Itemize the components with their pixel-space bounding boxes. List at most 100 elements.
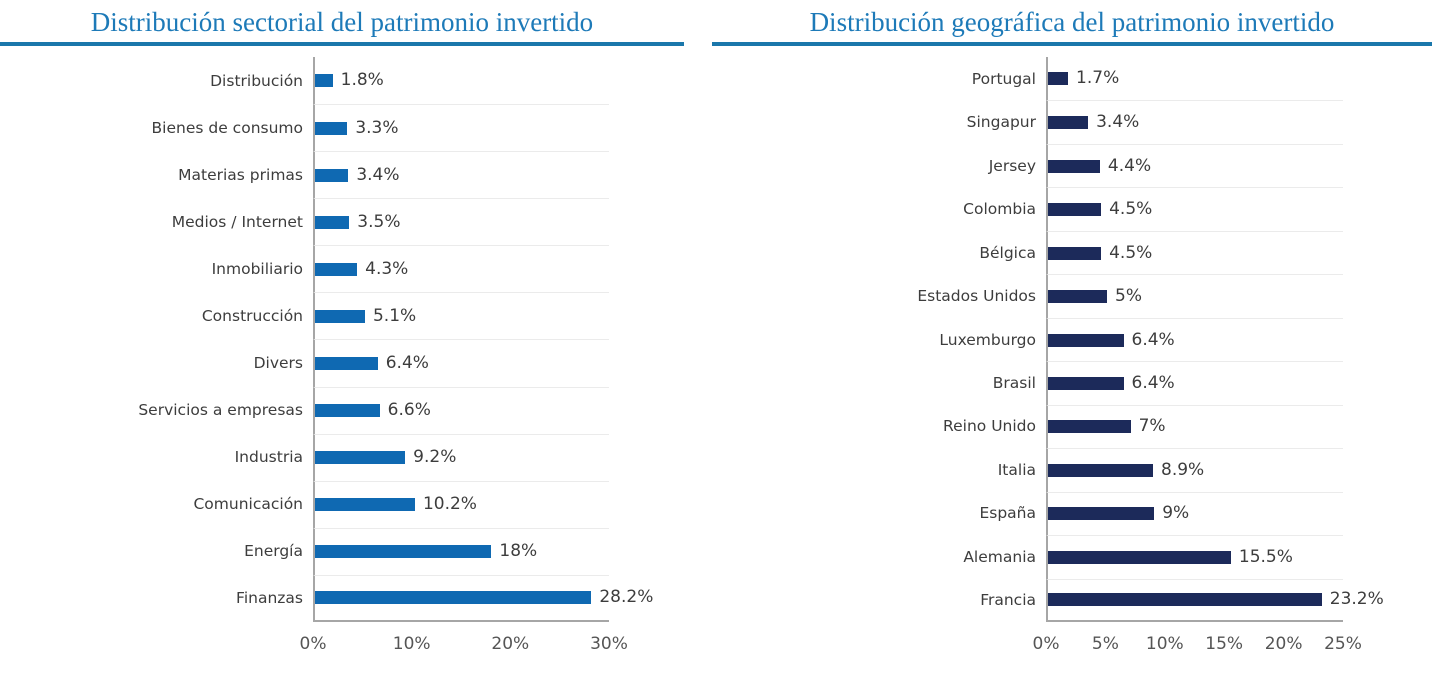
value-label: 23.2% [1329,589,1384,610]
bar [1048,290,1107,304]
chart-row: Industria 9.2% [0,433,609,481]
chart-row: Medios / Internet 3.5% [0,198,609,246]
bar [1048,420,1131,434]
bar [1048,203,1102,217]
chart-row: Reino Unido 7% [712,404,1343,449]
x-tick-label: 5% [1091,634,1119,654]
value-label: 5% [1115,286,1142,307]
bar-zone: 6.4% [1046,361,1343,405]
bar-zone: 28.2% [313,574,653,622]
bar [315,451,406,465]
value-label: 3.4% [1096,112,1140,133]
value-label: 3.3% [355,117,399,138]
value-label: 9% [1162,503,1190,524]
geo-title-underline [712,42,1432,46]
bar [1048,72,1069,86]
category-label: Materias primas [178,165,303,184]
geo-plot-area: Portugal 1.7% Singapur 3.4% Jersey 4.4% Colomb… [712,57,1384,623]
bar-zone: 3.3% [313,104,609,152]
category-label: Italia [997,460,1036,479]
x-tick-label: 25% [1324,634,1362,654]
bar [1048,116,1089,130]
chart-row: Distribución 1.8% [0,57,609,105]
bar [315,121,348,135]
value-label: 6.4% [1131,373,1175,394]
bar-zone: 10.2% [313,480,609,528]
category-label: Singapur [966,113,1036,132]
category-label: Medios / Internet [171,212,303,231]
category-label: Servicios a empresas [138,401,303,420]
chart-row: Comunicación 10.2% [0,480,609,528]
x-tick-label: 20% [491,634,530,654]
chart-row: Italia 8.9% [712,448,1343,492]
bar-zone: 18% [313,527,609,575]
bar-zone: 4.4% [1046,143,1343,188]
bar-zone: 6.6% [313,386,609,434]
bar [1048,159,1100,173]
bar-zone: 5.1% [313,292,609,340]
chart-row: Estados Unidos 5% [712,274,1343,318]
category-label: Bélgica [979,243,1036,262]
category-label: Brasil [992,374,1036,393]
category-label: Jersey [988,156,1036,175]
category-label: Divers [253,354,303,372]
chart-row: Construcción 5.1% [0,292,609,340]
x-tick-label: 10% [1145,634,1184,654]
bar [315,498,415,512]
value-label: 4.4% [1107,155,1152,176]
value-label: 7% [1138,416,1166,437]
value-label: 5.1% [372,305,417,326]
chart-row: Brasil 6.4% [712,361,1343,405]
value-label: 4.3% [365,258,409,279]
category-label: Reino Unido [943,417,1036,436]
category-label: Finanzas [236,589,303,608]
value-label: 15.5% [1238,546,1293,567]
bar [1048,377,1124,391]
bar [315,215,350,229]
category-label: España [979,504,1036,523]
geo-chart-title: Distribución geográfica del patrimonio i… [809,7,1335,37]
bar-zone: 3.4% [1046,100,1343,144]
chart-row: Francia 23.2% [712,578,1384,623]
category-label: Industria [234,448,303,467]
bar-zone: 23.2% [1046,578,1384,623]
bar-zone: 8.9% [1046,448,1343,492]
value-label: 8.9% [1161,459,1205,480]
bar [1048,593,1322,607]
chart-row: Finanzas 28.2% [0,574,653,622]
bar [1048,333,1124,347]
value-label: 1.8% [340,70,384,91]
geo-x-axis: 0% 5% 10% 15% 20% 25% [1033,622,1362,662]
chart-row: Energía 18% [0,527,609,575]
x-tick-label: 20% [1264,634,1303,654]
bar [315,357,378,370]
bar-zone: 3.5% [313,198,609,246]
category-label: Bienes de consumo [151,118,303,137]
bar-zone: 5% [1046,274,1343,318]
chart-row: Jersey 4.4% [712,143,1343,188]
value-label: 28.2% [599,587,654,608]
category-label: Francia [980,591,1036,610]
bar-zone: 3.4% [313,151,609,199]
x-tick-label: 15% [1205,634,1244,654]
sector-bar-chart: Distribución 1.8% Bienes de consumo 3.3% Mat… [0,57,653,662]
bar [315,74,333,88]
value-label: 6.6% [387,400,431,421]
bar-zone: 9.2% [313,433,609,481]
category-label: Luxemburgo [939,330,1036,349]
chart-row: Materias primas 3.4% [0,151,609,199]
chart-row: Portugal 1.7% [712,57,1343,101]
category-label: Distribución [210,71,303,90]
chart-row: Alemania 15.5% [712,535,1343,579]
chart-row: Divers 6.4% [0,339,609,387]
bar [1048,463,1154,477]
bar-zone: 6.4% [1046,317,1343,362]
chart-row: Singapur 3.4% [712,100,1343,144]
value-label: 10.2% [422,494,477,515]
geo-bar-chart: Portugal 1.7% Singapur 3.4% Jersey 4.4% Colomb… [712,57,1384,662]
bar-zone: 1.8% [313,57,609,105]
value-label: 6.4% [1131,329,1175,350]
bar [1048,507,1155,521]
chart-row: Colombia 4.5% [712,187,1343,231]
